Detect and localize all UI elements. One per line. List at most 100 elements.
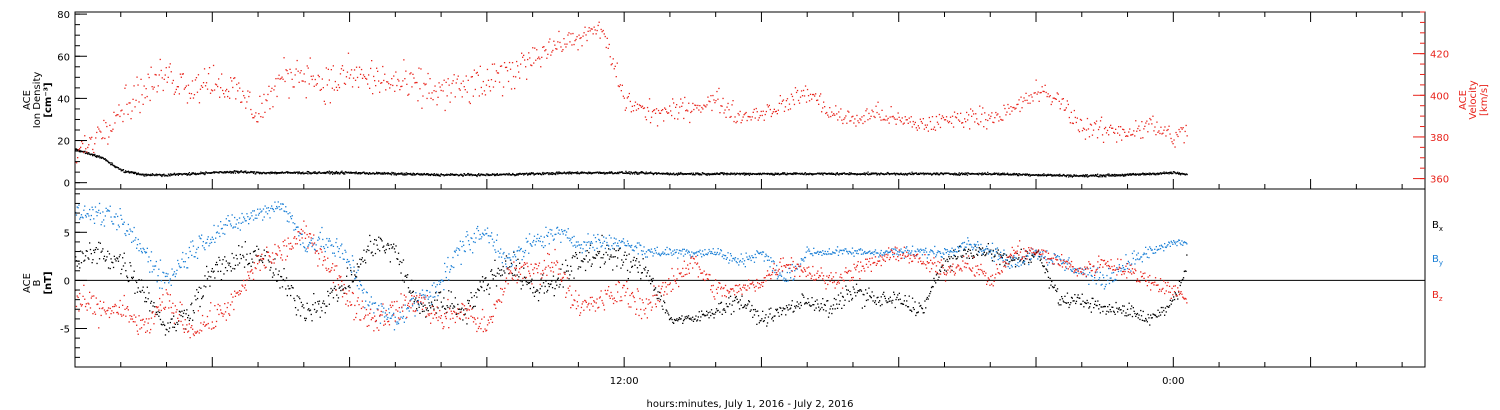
density-point-1907 (1122, 174, 1124, 176)
bx-point-911 (825, 310, 827, 312)
density-point-638 (425, 173, 427, 176)
velocity-point-285 (361, 77, 364, 79)
bx-point-512 (496, 272, 498, 274)
density-point-897 (567, 171, 569, 173)
bx-point-335 (350, 274, 353, 276)
by-point-394 (399, 311, 401, 313)
by-point-342 (356, 285, 358, 287)
bx-point-1290 (1137, 317, 1139, 319)
bx-point-259 (288, 288, 290, 290)
velocity-point-990 (1071, 122, 1073, 124)
bx-point-178 (221, 263, 223, 265)
bx-point-1018 (913, 308, 915, 311)
bx-point-110 (165, 328, 167, 330)
bx-point-936 (846, 289, 848, 291)
bx-point-282 (307, 309, 309, 311)
bx-point-951 (858, 290, 860, 292)
density-point-466 (330, 171, 333, 173)
bx-point-747 (690, 317, 692, 319)
bx-point-84 (144, 300, 146, 303)
density-point-1172 (718, 173, 720, 175)
by-point-176 (220, 221, 222, 223)
by-point-158 (205, 242, 207, 244)
velocity-point-744 (824, 106, 826, 108)
velocity-point-496 (574, 40, 576, 42)
velocity-point-300 (377, 70, 379, 72)
velocity-point-109 (184, 87, 186, 89)
density-point-1002 (625, 170, 627, 172)
velocity-point-603 (682, 102, 684, 104)
by-point-195 (235, 223, 237, 225)
velocity-point-275 (351, 86, 354, 88)
bx-point-1141 (1014, 266, 1017, 268)
by-point-38 (106, 210, 108, 212)
density-point-217 (194, 173, 196, 175)
velocity-point-789 (869, 118, 871, 120)
density-point-543 (373, 172, 375, 174)
bx-point-75 (136, 291, 139, 293)
density-point-826 (528, 173, 530, 175)
bx-point-1341 (1179, 284, 1181, 287)
bx-point-1173 (1041, 262, 1043, 264)
velocity-point-27 (102, 137, 104, 139)
bx-point-76 (137, 287, 139, 289)
bx-point-331 (347, 286, 349, 288)
velocity-point-458 (536, 49, 538, 51)
by-point-4 (78, 204, 80, 206)
velocity-point-191 (267, 93, 269, 96)
density-point-291 (234, 172, 237, 174)
velocity-point-923 (1004, 107, 1006, 110)
bx-point-73 (135, 280, 137, 282)
velocity-point-1047 (1129, 128, 1131, 130)
density-point-1715 (1016, 174, 1019, 177)
bx-point-17 (89, 242, 91, 244)
density-point-17 (84, 150, 86, 152)
bx-point-115 (169, 321, 171, 324)
bx-point-1312 (1155, 316, 1157, 318)
bx-point-572 (546, 291, 548, 293)
bx-point-719 (667, 312, 669, 314)
density-point-1047 (650, 171, 652, 173)
by-point-228 (262, 208, 265, 210)
density-point-1149 (706, 173, 708, 175)
bx-point-456 (450, 291, 452, 293)
density-point-1644 (977, 174, 980, 176)
velocity-point-1050 (1132, 133, 1134, 136)
bx-point-658 (617, 257, 619, 259)
velocity-point-52 (127, 113, 129, 115)
bx-point-1051 (940, 266, 942, 268)
velocity-point-478 (556, 48, 558, 50)
bx-point-393 (398, 263, 400, 266)
density-point-1573 (938, 174, 941, 176)
bx-point-961 (866, 292, 868, 294)
by-point-326 (343, 258, 345, 260)
bx-point-1001 (899, 298, 901, 300)
density-point-635 (423, 172, 425, 175)
by-point-373 (382, 311, 384, 313)
bx-point-935 (845, 285, 847, 287)
density-point-829 (530, 173, 532, 175)
density-point-1942 (1141, 173, 1143, 175)
velocity-point-390 (467, 79, 469, 81)
bx-point-221 (257, 255, 259, 257)
velocity-point-206 (282, 78, 284, 80)
by-point-382 (389, 317, 391, 319)
by-point-301 (322, 246, 325, 248)
bx-point-575 (548, 285, 550, 288)
by-point-161 (207, 236, 209, 238)
bx-point-157 (204, 275, 206, 277)
density-point-1493 (894, 174, 897, 176)
velocity-point-444 (522, 56, 524, 58)
velocity-point-299 (376, 67, 378, 69)
velocity-point-506 (584, 26, 586, 28)
by-point-43 (110, 216, 112, 218)
bx-point-116 (170, 318, 172, 320)
bx-point-449 (444, 308, 447, 310)
bx-point-746 (689, 318, 691, 320)
velocity-point-55 (130, 118, 132, 120)
velocity-point-162 (238, 82, 240, 84)
velocity-point-1092 (1174, 146, 1176, 148)
density-point-1124 (692, 174, 694, 176)
bx-point-1174 (1042, 265, 1044, 267)
bx-point-931 (841, 295, 844, 298)
